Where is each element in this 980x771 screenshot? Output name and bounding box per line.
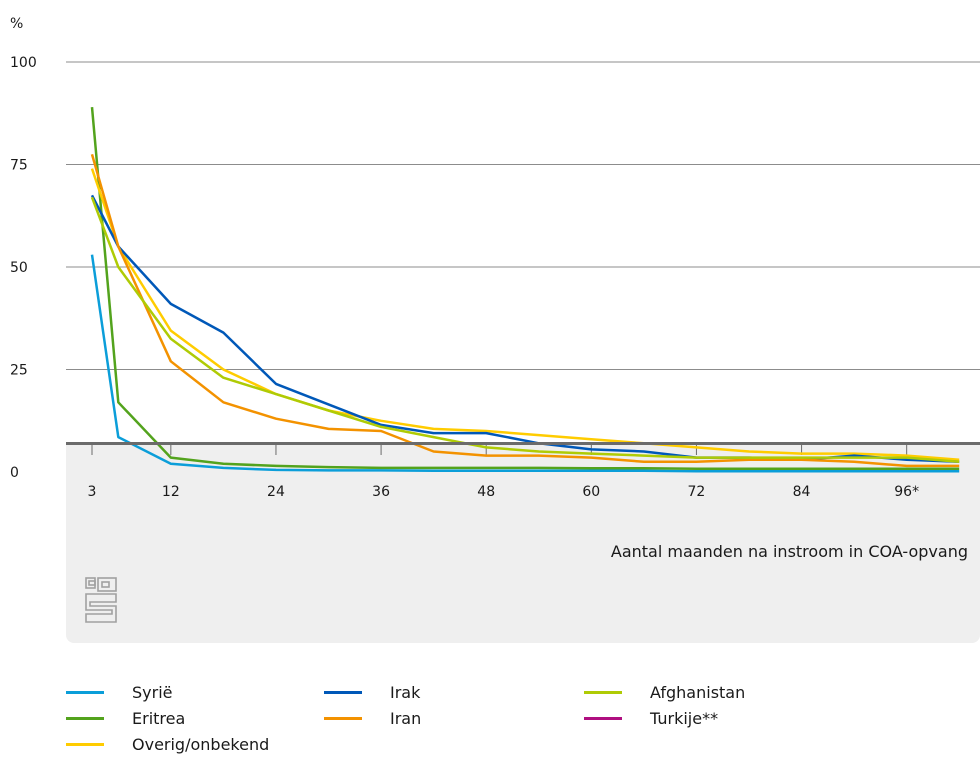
x-tick-label: 24 [267, 484, 285, 500]
legend-label: Afghanistan [650, 683, 746, 702]
legend-swatch [584, 691, 622, 694]
y-tick-label: 25 [10, 363, 28, 379]
line-chart: % Aantal maanden na instroom in COA-opva… [10, 16, 980, 643]
cbs-logo [85, 577, 117, 623]
legend-label: Eritrea [132, 709, 186, 728]
legend-label: Overig/onbekend [132, 735, 270, 754]
x-tick-label: 84 [793, 484, 811, 500]
x-tick-labels: 3 12 24 36 48 60 72 84 96* [88, 445, 919, 500]
x-tick-label: 3 [88, 484, 97, 500]
series-line-iran [90, 153, 960, 468]
grid-lines [66, 61, 980, 370]
series-line-overig-onbekend [90, 168, 960, 461]
legend-swatch [324, 691, 362, 694]
legend-swatch [324, 717, 362, 720]
series-line-syri [90, 254, 960, 473]
series-lines [90, 106, 960, 473]
legend-swatch [66, 717, 104, 720]
legend: Syrië Irak Afghanistan Eritrea Iran Turkije**… [66, 683, 966, 771]
legend-item: Iran [324, 709, 421, 728]
y-tick-label: 75 [10, 158, 28, 174]
x-tick-label: 72 [688, 484, 706, 500]
y-tick-label: 100 [10, 55, 37, 71]
legend-item: Afghanistan [584, 683, 745, 702]
y-tick-labels: 0 25 50 75 100 [10, 55, 37, 481]
series-line-afghanistan [90, 196, 960, 464]
y-axis-unit: % [10, 16, 23, 32]
x-tick-label: 48 [477, 484, 495, 500]
x-tick-label: 36 [372, 484, 390, 500]
plot-lower-band [66, 445, 980, 643]
y-tick-label: 0 [10, 465, 19, 481]
legend-swatch [584, 717, 622, 720]
legend-item: Overig/onbekend [66, 735, 269, 754]
y-tick-label: 50 [10, 260, 28, 276]
x-tick-label: 60 [582, 484, 600, 500]
legend-item: Irak [324, 683, 420, 702]
legend-swatch [66, 691, 104, 694]
x-tick-label: 12 [162, 484, 180, 500]
legend-label: Syrië [132, 683, 173, 702]
x-axis-title: Aantal maanden na instroom in COA-opvang [611, 542, 968, 561]
series-line-eritrea [90, 106, 960, 470]
x-tick-label: 96* [894, 484, 919, 500]
legend-item: Eritrea [66, 709, 185, 728]
series-line-irak [90, 194, 960, 464]
legend-label: Turkije** [650, 709, 719, 728]
legend-item: Syrië [66, 683, 173, 702]
legend-label: Irak [390, 683, 421, 702]
legend-swatch [66, 743, 104, 746]
legend-item: Turkije** [584, 709, 718, 728]
legend-label: Iran [390, 709, 422, 728]
